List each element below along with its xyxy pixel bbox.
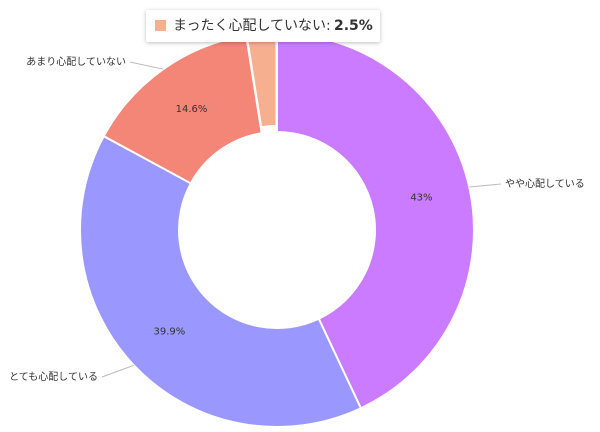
value-label: 43% [410,193,432,204]
category-label: やや心配している [505,178,585,190]
tooltip-box [146,10,380,42]
slice [276,31,475,410]
slices: 43% やや心配している 39.9% とても心配している 14.6% あまり心配していない [9,26,585,428]
tooltip-swatch [155,20,166,31]
tooltip: まったく心配していない: 2.5% [146,10,380,42]
leader-line [101,364,134,378]
leader-line [129,61,164,70]
tooltip-label: まったく心配していない: [173,18,331,34]
tooltip-value: 2.5% [334,18,373,34]
category-label: あまり心配していない [26,56,126,68]
value-label: 39.9% [154,327,186,338]
slice [79,134,363,428]
leader-line [469,183,502,188]
value-label: 14.6% [176,104,208,115]
category-label: とても心配している [9,371,98,383]
